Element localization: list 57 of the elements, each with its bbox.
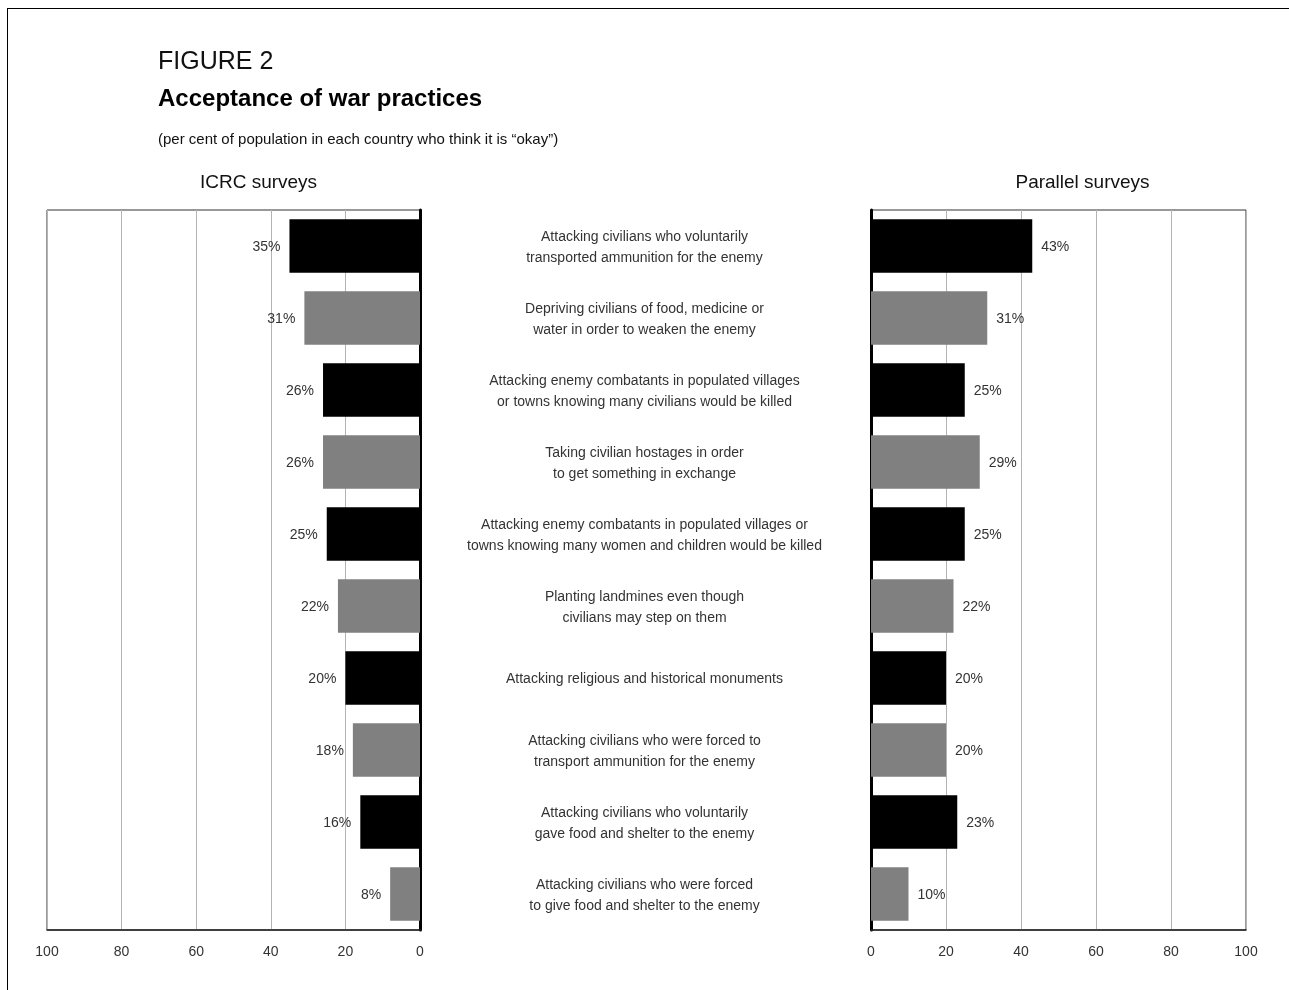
x-tick-label: 80 (1163, 943, 1179, 959)
x-axis-title: Parallel surveys (1015, 170, 1150, 192)
x-tick-label: 100 (35, 943, 59, 959)
data-label: 20% (955, 670, 984, 686)
bar (352, 723, 420, 777)
data-label: 35% (252, 238, 281, 254)
y-tick-label: Attacking civilians who were forced to transport ammunition for the enemy (528, 731, 762, 769)
data-label: 29% (988, 454, 1017, 470)
bar (871, 435, 980, 489)
data-label: 25% (973, 526, 1002, 542)
bar (871, 291, 988, 345)
data-label: 43% (1041, 238, 1070, 254)
data-label: 26% (285, 382, 315, 398)
bar (871, 867, 909, 921)
x-tick-label: 20 (337, 943, 354, 959)
x-tick-label: 0 (416, 943, 425, 959)
y-tick-label: Attacking religious and historical monuments (505, 670, 784, 686)
bar (871, 579, 954, 633)
x-axis-title: ICRC surveys (199, 170, 318, 192)
data-label: 31% (267, 310, 296, 326)
data-label: 22% (962, 598, 991, 614)
chart-subtitle: (per cent of population in each country who think it is “okay”) (158, 129, 559, 147)
bar (304, 291, 420, 345)
data-label: 8% (360, 886, 382, 902)
y-tick-label: Attacking civilians who were forced to give food and shelter to the enemy (529, 875, 760, 913)
x-tick-label: 40 (263, 943, 279, 959)
data-label: 26% (285, 454, 315, 470)
y-tick-label: Attacking civilians who voluntarily transported ammunition for the enemy (526, 227, 763, 265)
caption: FIGURE 2 (158, 46, 274, 74)
y-tick-label: Depriving civilians of food, medicine or water in order to weaken the enemy (525, 299, 765, 337)
data-label: 23% (966, 814, 995, 830)
data-label: 18% (315, 742, 344, 758)
y-tick-label: Planting landmines even though civilians may step on them (544, 587, 745, 625)
data-label: 20% (955, 742, 984, 758)
x-tick-label: 100 (1234, 943, 1258, 959)
y-tick-label: Attacking civilians who voluntarily gave food and shelter to the enemy (534, 803, 755, 841)
bar (390, 867, 420, 921)
x-tick-label: 40 (1013, 943, 1029, 959)
data-label: 16% (323, 814, 352, 830)
x-tick-label: 80 (113, 943, 130, 959)
bar (323, 435, 420, 489)
y-tick-label: Attacking enemy combatants in populated villages or towns knowing many civilians would be killed (489, 371, 800, 409)
data-label: 25% (973, 382, 1002, 398)
data-label: 22% (300, 598, 329, 614)
data-label: 20% (308, 670, 337, 686)
bar (337, 579, 420, 633)
x-tick-label: 20 (938, 943, 954, 959)
data-label: 10% (917, 886, 946, 902)
y-tick-label: Attacking enemy combatants in populated villages or towns knowing many women and children would be killed (467, 515, 822, 553)
x-tick-label: 60 (188, 943, 205, 959)
x-tick-label: 60 (1088, 943, 1104, 959)
data-label: 25% (289, 526, 318, 542)
x-tick-label: 0 (867, 943, 876, 959)
chart-title: Acceptance of war practices (158, 83, 483, 111)
data-label: 31% (996, 310, 1025, 326)
y-tick-label: Taking civilian hostages in order to get something in exchange (545, 443, 745, 481)
bar (871, 723, 946, 777)
